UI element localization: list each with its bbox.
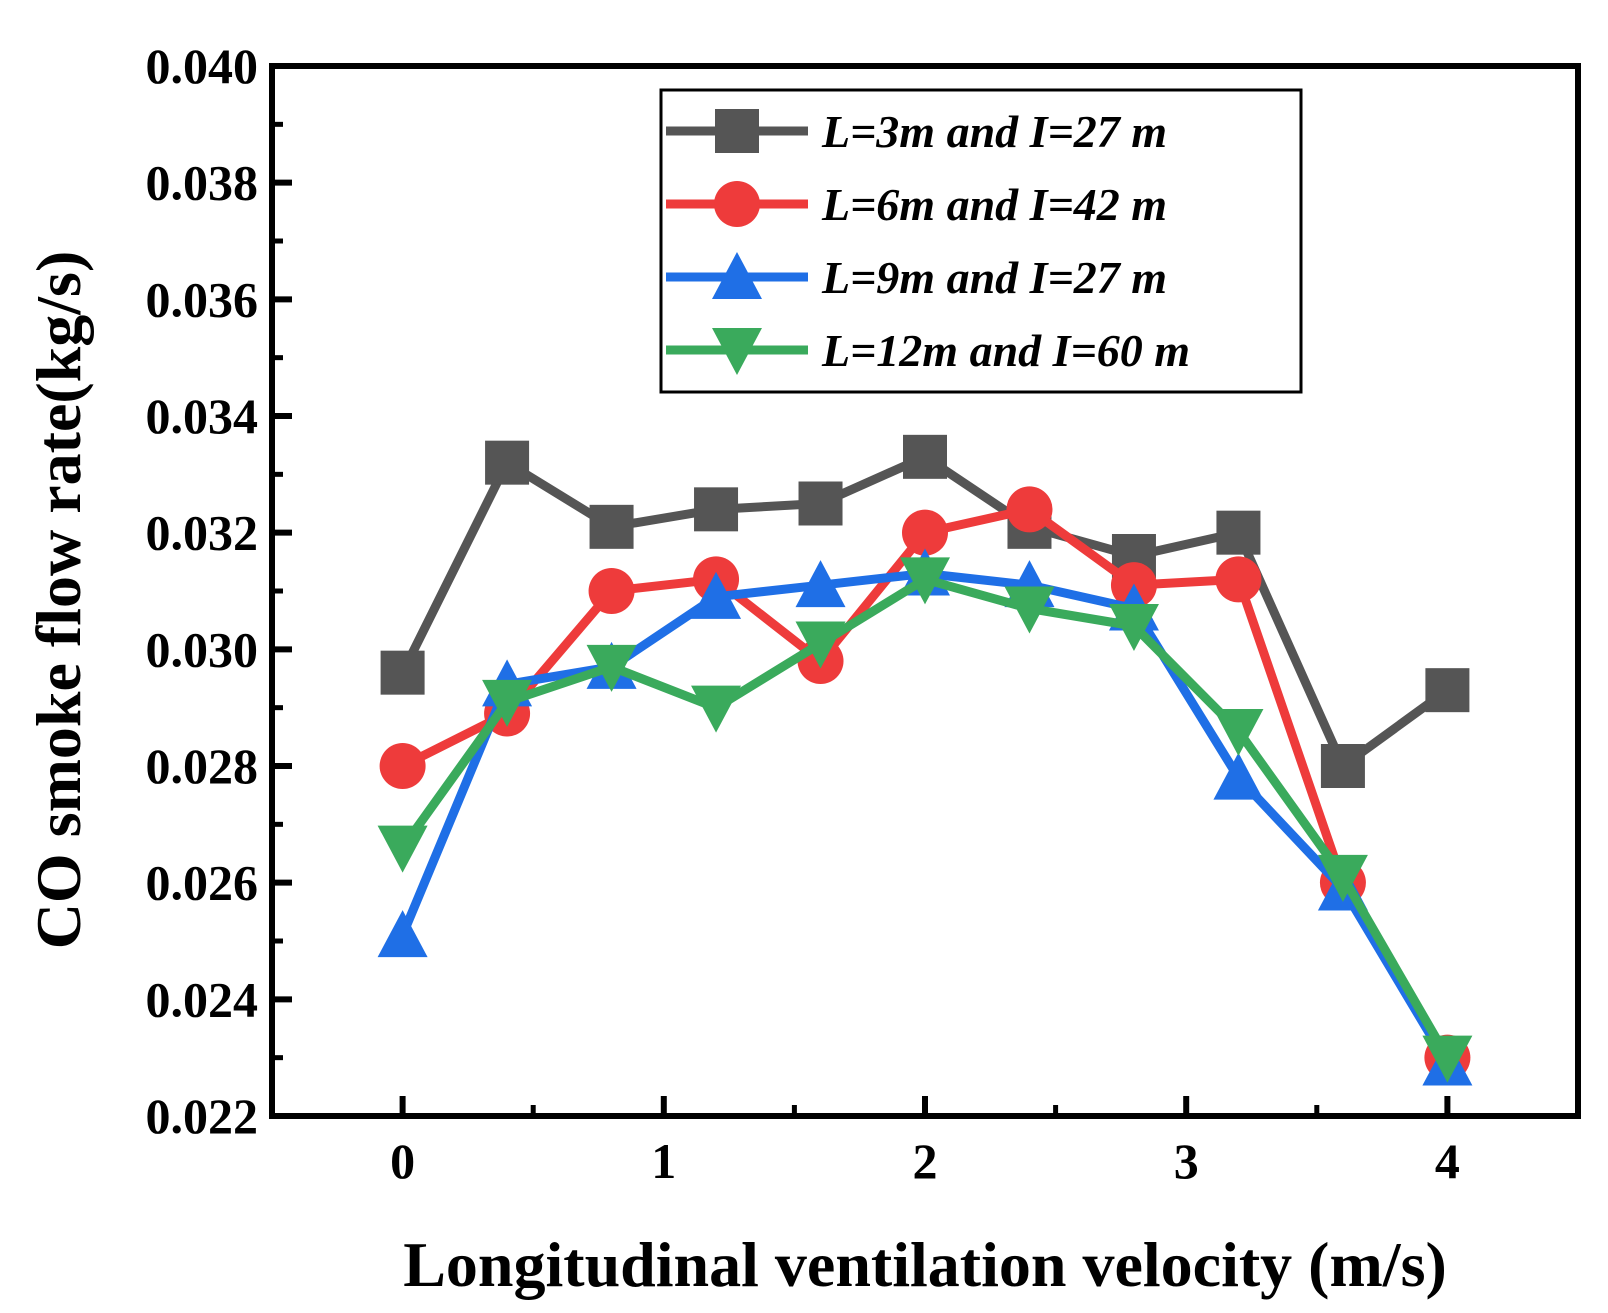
data-point — [798, 481, 843, 526]
data-point — [694, 487, 739, 532]
series-layer — [377, 434, 1473, 1086]
data-point — [380, 650, 425, 695]
y-tick-label: 0.034 — [146, 388, 259, 444]
legend-marker — [712, 328, 762, 375]
y-tick-label: 0.032 — [146, 505, 259, 561]
y-tick-label: 0.028 — [146, 738, 259, 794]
legend: L=3m and I=27 m L=6m and I=42 m L=9m and I… — [659, 88, 1303, 394]
data-point — [1216, 510, 1261, 555]
data-point — [1108, 604, 1159, 651]
x-axis-title: Longitudinal ventilation velocity (m/s) — [403, 1229, 1447, 1300]
x-tick-label: 4 — [1435, 1133, 1460, 1189]
data-point — [691, 685, 742, 733]
legend-item: L=6m and I=42 m — [666, 179, 1167, 230]
axis-layer: 0.022 0.024 0.026 0.028 0.030 0.032 0.034 0.036… — [146, 38, 1460, 1189]
legend-label: L=3m and I=27 m — [821, 106, 1167, 157]
x-tick-label: 3 — [1174, 1133, 1199, 1189]
data-point — [485, 440, 530, 485]
data-point — [795, 560, 846, 608]
y-tick-label: 0.022 — [146, 1088, 259, 1144]
series-1 — [380, 434, 1470, 788]
data-point — [1213, 752, 1264, 800]
legend-box — [659, 88, 1303, 394]
data-point — [903, 434, 947, 479]
data-point — [1425, 668, 1470, 713]
series-3 — [377, 548, 1473, 1086]
data-point — [379, 743, 426, 789]
data-point — [377, 825, 428, 873]
data-point — [1422, 1035, 1473, 1083]
legend-item: L=3m and I=27 m — [666, 106, 1167, 157]
data-point — [377, 910, 428, 958]
data-point — [795, 621, 846, 669]
legend-marker — [712, 252, 762, 299]
y-tick-label: 0.040 — [146, 38, 259, 94]
data-point — [482, 679, 533, 727]
data-point — [1006, 486, 1053, 533]
legend-item: L=12m and I=60 m — [666, 325, 1190, 376]
data-point — [900, 557, 950, 605]
data-point — [1320, 744, 1365, 788]
series-4 — [377, 557, 1473, 1083]
data-point — [1215, 556, 1262, 603]
y-tick-label: 0.024 — [146, 971, 259, 1027]
data-point — [1317, 854, 1368, 902]
x-tick-label: 1 — [651, 1133, 676, 1189]
data-point — [691, 571, 742, 619]
legend-marker — [714, 181, 760, 227]
data-point — [589, 504, 634, 549]
x-tick-label: 0 — [390, 1133, 415, 1189]
data-point — [902, 509, 948, 556]
y-tick-label: 0.030 — [146, 621, 259, 677]
legend-label: L=6m and I=42 m — [821, 179, 1167, 230]
y-tick-label: 0.038 — [146, 155, 259, 211]
x-tick-label: 2 — [913, 1133, 938, 1189]
legend-item: L=9m and I=27 m — [666, 252, 1167, 303]
legend-label: L=12m and I=60 m — [821, 325, 1190, 376]
legend-label: L=9m and I=27 m — [821, 252, 1167, 303]
data-point — [1213, 709, 1264, 756]
legend-marker — [715, 109, 759, 153]
y-axis-title: CO smoke flow rate(kg/s) — [23, 251, 94, 950]
data-point — [1004, 586, 1055, 634]
data-point — [588, 568, 635, 614]
data-point — [586, 644, 637, 692]
y-tick-label: 0.026 — [146, 855, 259, 911]
y-tick-label: 0.036 — [146, 271, 259, 327]
